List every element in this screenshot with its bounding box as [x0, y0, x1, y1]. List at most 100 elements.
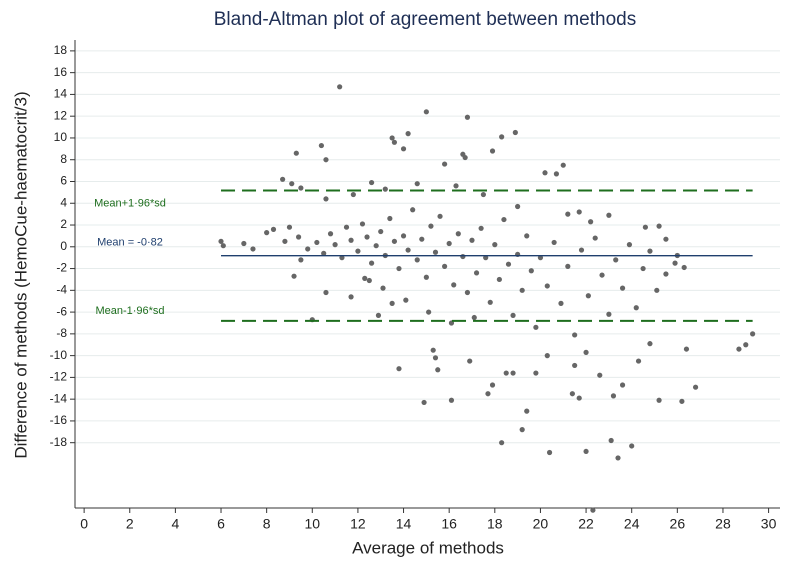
point [692, 384, 699, 390]
x-axis-title: Average of methods [352, 538, 504, 557]
point [250, 246, 256, 252]
point [487, 299, 493, 305]
point [647, 248, 653, 254]
point [323, 157, 329, 163]
point [599, 272, 605, 278]
point [576, 395, 582, 401]
point [442, 263, 448, 269]
point [613, 257, 619, 263]
point [519, 427, 525, 433]
point [305, 246, 311, 252]
x-tick-label: 22 [578, 516, 594, 532]
point [400, 233, 407, 239]
point [480, 191, 486, 198]
y-tick-label: -10 [50, 348, 68, 362]
point [683, 346, 690, 352]
point [544, 283, 550, 289]
x-tick-label: 4 [171, 516, 179, 532]
x-tick-label: 6 [217, 516, 225, 532]
point [448, 397, 455, 403]
point [654, 287, 660, 293]
point [369, 179, 375, 186]
point [462, 154, 468, 161]
x-tick-label: 8 [263, 516, 271, 532]
point [585, 293, 591, 299]
point [442, 161, 448, 167]
point [264, 230, 270, 236]
y-tick-label: 8 [60, 152, 67, 166]
x-tick-label: 20 [533, 516, 549, 532]
x-tick-label: 26 [670, 516, 686, 532]
point [569, 391, 575, 397]
y-tick-label: -16 [50, 413, 68, 427]
x-tick-label: 2 [126, 516, 134, 532]
point [533, 370, 539, 376]
point [396, 366, 402, 372]
y-tick-label: 10 [54, 130, 68, 144]
x-tick-label: 16 [441, 516, 457, 532]
point [626, 242, 633, 248]
point [501, 216, 507, 223]
point [286, 224, 293, 230]
point [369, 260, 375, 266]
point [332, 242, 338, 248]
point [373, 243, 379, 249]
point [391, 238, 398, 244]
point [430, 347, 436, 353]
point [389, 300, 395, 306]
point [503, 370, 509, 376]
point [432, 355, 439, 361]
point [359, 221, 366, 227]
point [505, 261, 512, 267]
y-tick-label: 6 [60, 174, 67, 188]
point [499, 440, 505, 446]
point [378, 228, 384, 235]
y-tick-label: -12 [50, 370, 68, 384]
y-tick-label: -14 [50, 391, 68, 405]
point [473, 270, 480, 276]
point [426, 309, 432, 315]
point [405, 131, 411, 137]
point [679, 398, 685, 404]
point [432, 249, 439, 255]
point [572, 332, 578, 338]
point [270, 226, 277, 232]
y-tick-label: -18 [50, 435, 68, 449]
point [343, 224, 350, 230]
point [489, 148, 496, 154]
point [485, 391, 491, 397]
y-axis-title: Difference of methods (HemoCue-haematocr… [11, 91, 30, 458]
point [293, 150, 299, 156]
point [295, 234, 302, 240]
point [400, 146, 407, 152]
point [663, 271, 669, 277]
point [421, 399, 427, 406]
point [544, 353, 550, 359]
point [364, 234, 370, 240]
point [366, 277, 372, 284]
point [348, 294, 354, 300]
point [663, 236, 669, 242]
point [583, 448, 589, 455]
chart-title: Bland-Altman plot of agreement between m… [214, 9, 636, 30]
x-tick-label: 0 [80, 516, 88, 532]
point [405, 247, 411, 253]
y-tick-label: 4 [60, 195, 67, 209]
point [389, 135, 395, 141]
point [542, 170, 548, 176]
point [435, 367, 441, 373]
reference-label: Mean = -0·82 [97, 237, 163, 249]
point [588, 219, 594, 225]
y-tick-label: 14 [54, 87, 68, 101]
point [428, 223, 434, 229]
x-tick-label: 10 [304, 516, 320, 532]
y-tick-label: 12 [54, 108, 68, 122]
point [280, 176, 286, 182]
point [464, 289, 471, 296]
point [496, 276, 502, 283]
point [414, 181, 420, 187]
point [460, 253, 466, 260]
point [453, 183, 459, 189]
y-tick-label: -4 [56, 282, 67, 296]
